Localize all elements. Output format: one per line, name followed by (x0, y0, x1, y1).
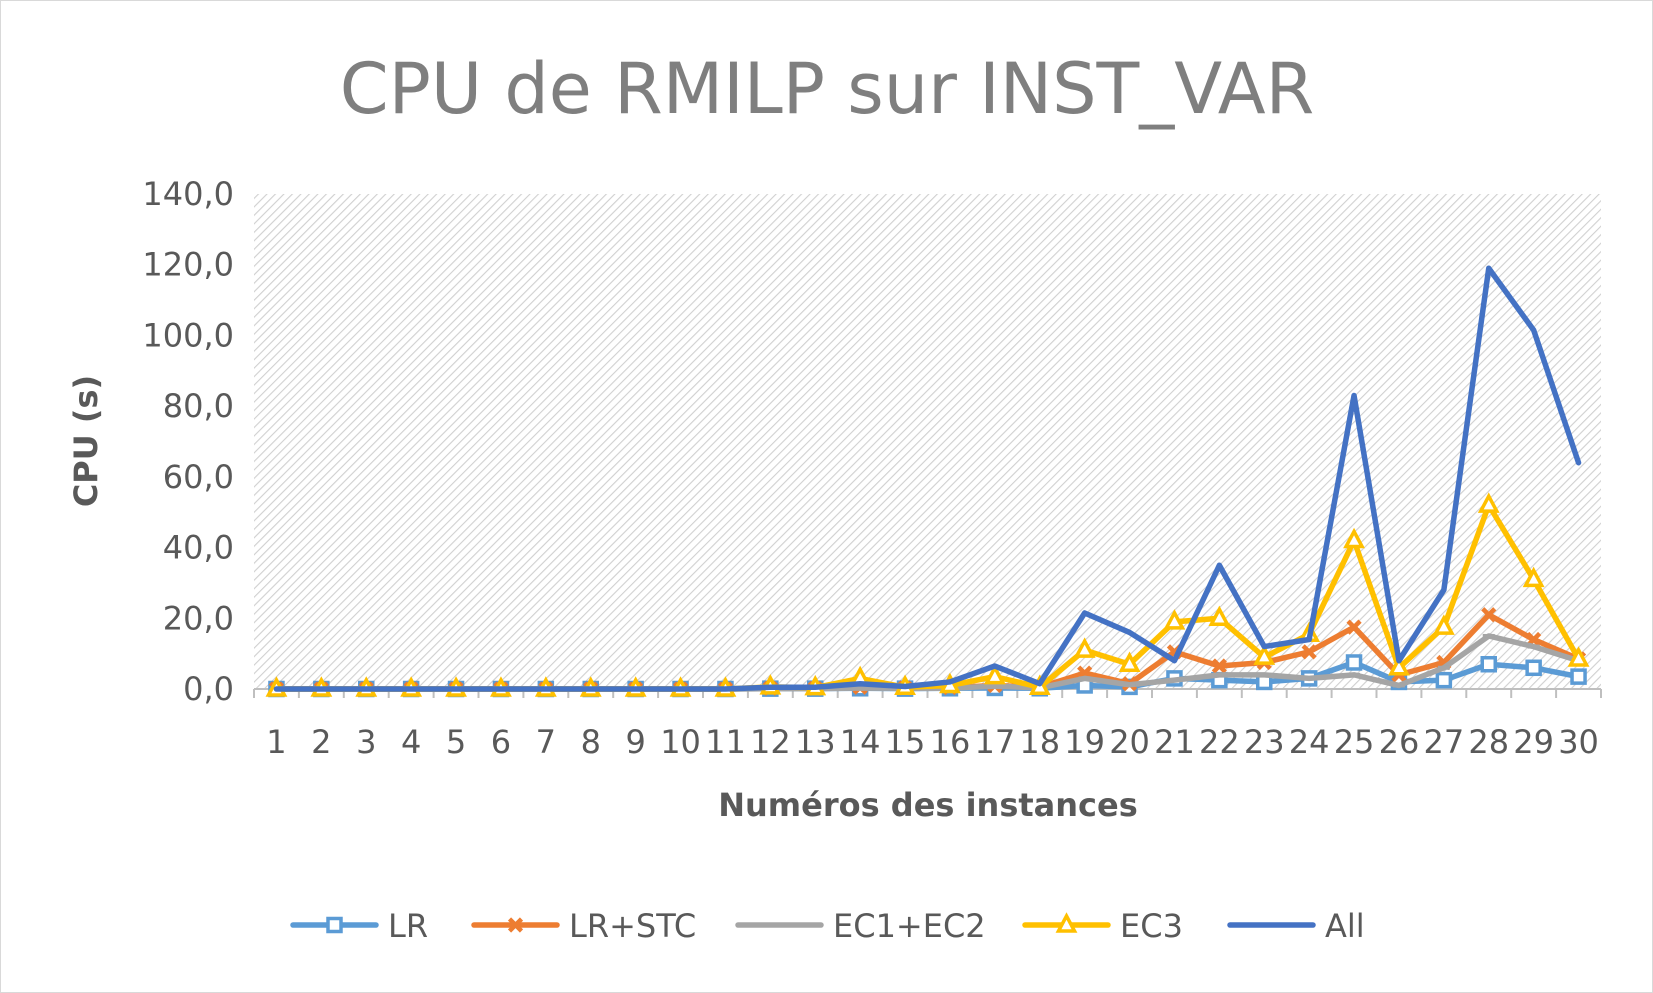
x-tick-label: 19 (1064, 723, 1105, 761)
plot-area (254, 194, 1601, 689)
data-point (1208, 605, 1231, 627)
x-tick-label: 18 (1019, 723, 1060, 761)
y-tick-label: 0,0 (183, 670, 234, 708)
data-point (1301, 644, 1317, 660)
data-point (1435, 671, 1453, 689)
x-tick-label: 16 (930, 723, 971, 761)
legend-item: LR (290, 907, 428, 945)
x-axis-ticks: 1 2 3 4 5 6 7 8 9 10 11 12 13 14 15 16 17 18 19 20 21 22 23 24 2… (266, 723, 1599, 761)
x-tick-label: 4 (401, 723, 421, 761)
data-point (1163, 609, 1186, 630)
x-tick-label: 3 (356, 723, 376, 761)
y-tick-label: 40,0 (163, 529, 234, 567)
y-tick-label: 140,0 (142, 175, 234, 213)
x-tick-label: 5 (446, 723, 466, 761)
x-tick-label: 13 (795, 723, 836, 761)
x-tick-label: 30 (1558, 723, 1599, 761)
x-tick-label: 24 (1289, 723, 1330, 761)
x-tick-label: 22 (1199, 723, 1240, 761)
legend-label: LR+STC (569, 907, 696, 945)
data-point (1477, 492, 1500, 513)
data-point (1480, 656, 1497, 673)
series-line (273, 265, 1582, 692)
data-point (1211, 658, 1227, 674)
x-tick-label: 20 (1109, 723, 1150, 761)
x-tick-label: 25 (1334, 723, 1375, 761)
legend-item: LR+STC (471, 907, 696, 945)
data-point (1570, 668, 1587, 685)
x-tick-label: 11 (705, 723, 746, 761)
data-point (1525, 659, 1542, 677)
x-tick-label: 23 (1244, 723, 1285, 761)
legend-label: LR (388, 907, 428, 945)
data-point (1073, 637, 1096, 658)
x-tick-label: 6 (491, 723, 511, 761)
y-tick-label: 120,0 (142, 246, 234, 284)
data-point (1567, 646, 1590, 667)
legend-item: All (1227, 907, 1365, 945)
x-tick-label: 29 (1513, 723, 1554, 761)
legend-label: All (1325, 907, 1365, 945)
x-tick-label: 10 (660, 723, 701, 761)
legend-label: EC3 (1120, 907, 1183, 945)
x-tick-label: 28 (1468, 723, 1509, 761)
data-point (1388, 655, 1410, 676)
legend-marker (326, 916, 343, 934)
y-tick-label: 20,0 (163, 599, 234, 637)
legend-marker (507, 917, 524, 933)
y-axis-title: CPU (s) (67, 375, 105, 507)
x-axis-title: Numéros des instances (718, 786, 1138, 824)
y-axis-ticks: 0,0 20,0 40,0 60,0 80,0 100,0 120,0 140,0 (142, 175, 234, 708)
series-all (273, 265, 1582, 692)
x-tick-label: 21 (1154, 723, 1195, 761)
data-point (1481, 607, 1497, 623)
x-tick-label: 26 (1379, 723, 1420, 761)
data-point (983, 663, 1006, 685)
x-tick-label: 8 (581, 723, 601, 761)
y-tick-label: 60,0 (163, 458, 234, 496)
data-point (1432, 614, 1455, 635)
data-point (1118, 651, 1141, 672)
legend-marker (1055, 912, 1078, 933)
legend-label: EC1+EC2 (833, 907, 986, 945)
legend-item: EC3 (1022, 907, 1183, 945)
x-tick-label: 17 (974, 723, 1015, 761)
x-tick-label: 2 (311, 723, 331, 761)
x-tick-label: 14 (840, 723, 881, 761)
series-layer (265, 265, 1590, 698)
x-tick-label: 15 (885, 723, 926, 761)
legend: LR LR+STC EC1+EC2 EC3 All (290, 907, 1365, 945)
data-point (1522, 566, 1545, 588)
y-tick-label: 100,0 (142, 316, 234, 354)
chart-title: CPU de RMILP sur INST_VAR (340, 48, 1314, 130)
y-tick-label: 80,0 (163, 387, 234, 425)
data-point (1253, 644, 1276, 665)
x-tick-label: 12 (750, 723, 791, 761)
data-point (1346, 619, 1362, 635)
data-point (1343, 527, 1365, 549)
data-point (1345, 654, 1363, 671)
x-tick-label: 27 (1423, 723, 1464, 761)
x-tick-label: 1 (266, 723, 286, 761)
legend-item: EC1+EC2 (735, 907, 986, 945)
x-tick-label: 9 (625, 723, 645, 761)
x-tick-label: 7 (536, 723, 556, 761)
